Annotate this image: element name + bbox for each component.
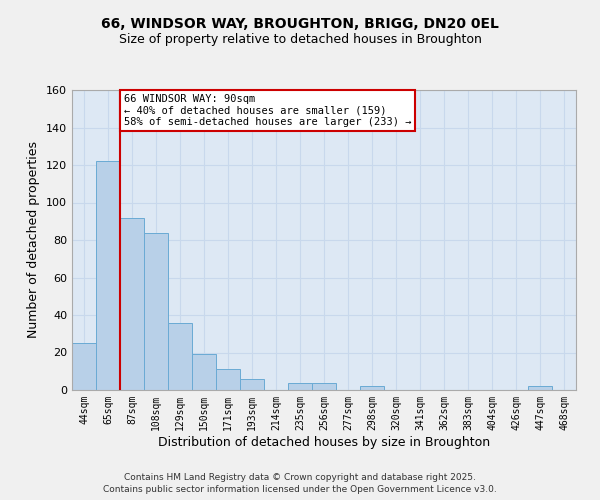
Bar	[144, 232, 168, 390]
Text: Contains public sector information licensed under the Open Government Licence v3: Contains public sector information licen…	[103, 485, 497, 494]
Bar	[240, 379, 264, 390]
Bar	[168, 322, 192, 390]
Bar	[312, 382, 336, 390]
Bar	[288, 382, 312, 390]
Text: 66 WINDSOR WAY: 90sqm
← 40% of detached houses are smaller (159)
58% of semi-det: 66 WINDSOR WAY: 90sqm ← 40% of detached …	[124, 94, 411, 127]
Y-axis label: Number of detached properties: Number of detached properties	[28, 142, 40, 338]
X-axis label: Distribution of detached houses by size in Broughton: Distribution of detached houses by size …	[158, 436, 490, 448]
Bar	[192, 354, 216, 390]
Bar	[72, 343, 96, 390]
Text: Size of property relative to detached houses in Broughton: Size of property relative to detached ho…	[119, 32, 481, 46]
Bar	[96, 161, 120, 390]
Bar	[216, 370, 240, 390]
Text: Contains HM Land Registry data © Crown copyright and database right 2025.: Contains HM Land Registry data © Crown c…	[124, 472, 476, 482]
Bar	[360, 386, 384, 390]
Text: 66, WINDSOR WAY, BROUGHTON, BRIGG, DN20 0EL: 66, WINDSOR WAY, BROUGHTON, BRIGG, DN20 …	[101, 18, 499, 32]
Bar	[528, 386, 552, 390]
Bar	[120, 218, 144, 390]
